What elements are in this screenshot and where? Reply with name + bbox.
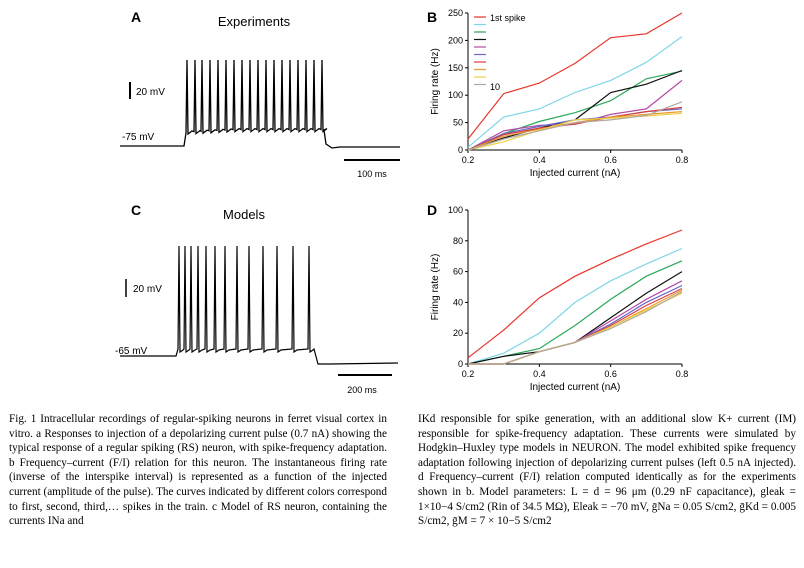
chart-b-series-1	[467, 12, 683, 140]
chart-b: 0.2 0.4 0.6 0.8 0 50 100 150 200 250 Injected curr…	[430, 8, 688, 179]
chart-b-series-8	[467, 111, 683, 151]
chart-d-series-2	[467, 247, 683, 365]
caption-right-text: IKd responsible for spike generation, wi…	[418, 413, 796, 528]
chart-d-x-tick-label: 0.6	[604, 369, 617, 379]
chart-d-y-tick-label: 60	[453, 267, 463, 277]
chart-b-y-tick-label: 100	[448, 90, 463, 100]
chart-b-x-tick-label: 0.2	[462, 155, 475, 165]
chart-d-y-tick-label: 80	[453, 236, 463, 246]
chart-b-series-2	[467, 36, 683, 148]
chart-b-x-tick-label: 0.8	[676, 155, 689, 165]
chart-d-ylabel: Firing rate (Hz)	[430, 254, 441, 321]
panel-a-mv-label: 20 mV	[136, 87, 165, 98]
chart-b-series-7	[467, 106, 683, 151]
panel-a-time-label: 100 ms	[357, 169, 387, 179]
chart-d-y-tick-label: 100	[448, 205, 463, 215]
chart-b-series-6	[467, 108, 683, 151]
chart-b-y-tick-label: 150	[448, 63, 463, 73]
panel-a-title: Experiments	[218, 14, 291, 29]
panel-b-letter: B	[427, 9, 437, 25]
figure-canvas: A Experiments 20 mV -75 mV 100 ms C Mode…	[115, 8, 688, 395]
legend-first-label: 1st spike	[490, 13, 526, 23]
chart-b-x-tick-label: 0.4	[533, 155, 546, 165]
chart-d-y-tick-label: 20	[453, 328, 463, 338]
chart-b-series-9	[467, 112, 683, 151]
legend-last-label: 10	[490, 82, 500, 92]
chart-d-x-tick-label: 0.8	[676, 369, 689, 379]
chart-d-x-tick-label: 0.4	[533, 369, 546, 379]
chart-d: 0.2 0.4 0.6 0.8 0 20 40 60 80 100 Injected current…	[430, 205, 688, 393]
chart-d-y-tick-label: 40	[453, 297, 463, 307]
panel-a-letter: A	[131, 9, 141, 25]
chart-d-series-5	[468, 280, 683, 365]
figure-caption-right: IKd responsible for spike generation, wi…	[418, 412, 796, 529]
chart-b-y-tick-label: 50	[453, 118, 463, 128]
panel-a-voltage-trace	[120, 59, 400, 149]
panel-a-rest-label: -75 mV	[122, 132, 155, 143]
chart-d-x-tick-label: 0.2	[462, 369, 475, 379]
chart-b-x-tick-label: 0.6	[604, 155, 617, 165]
chart-b-series-10	[467, 101, 683, 151]
chart-d-xlabel: Injected current (nA)	[530, 382, 621, 393]
figure-caption-left: Fig. 1 Intracellular recordings of regul…	[9, 412, 387, 529]
panel-c-voltage-trace	[120, 245, 399, 365]
chart-d-series-1	[467, 229, 683, 359]
panel-c-mv-label: 20 mV	[133, 284, 162, 295]
panel-c-time-label: 200 ms	[347, 385, 377, 395]
panel-d-letter: D	[427, 202, 437, 218]
panel-c-title: Models	[223, 207, 265, 222]
chart-b-xlabel: Injected current (nA)	[530, 168, 621, 179]
chart-b-y-tick-label: 250	[448, 8, 463, 18]
chart-b-y-tick-label: 200	[448, 35, 463, 45]
panel-c-letter: C	[131, 202, 141, 218]
caption-left-text: Fig. 1 Intracellular recordings of regul…	[9, 413, 387, 528]
chart-d-y-tick-label: 0	[458, 359, 463, 369]
chart-d-series-10	[468, 291, 683, 365]
chart-d-series-4	[467, 271, 683, 365]
chart-b-ylabel: Firing rate (Hz)	[430, 48, 441, 115]
chart-b-y-tick-label: 0	[458, 145, 463, 155]
chart-d-series-7	[468, 287, 683, 365]
panel-c-rest-label: -65 mV	[115, 346, 148, 357]
